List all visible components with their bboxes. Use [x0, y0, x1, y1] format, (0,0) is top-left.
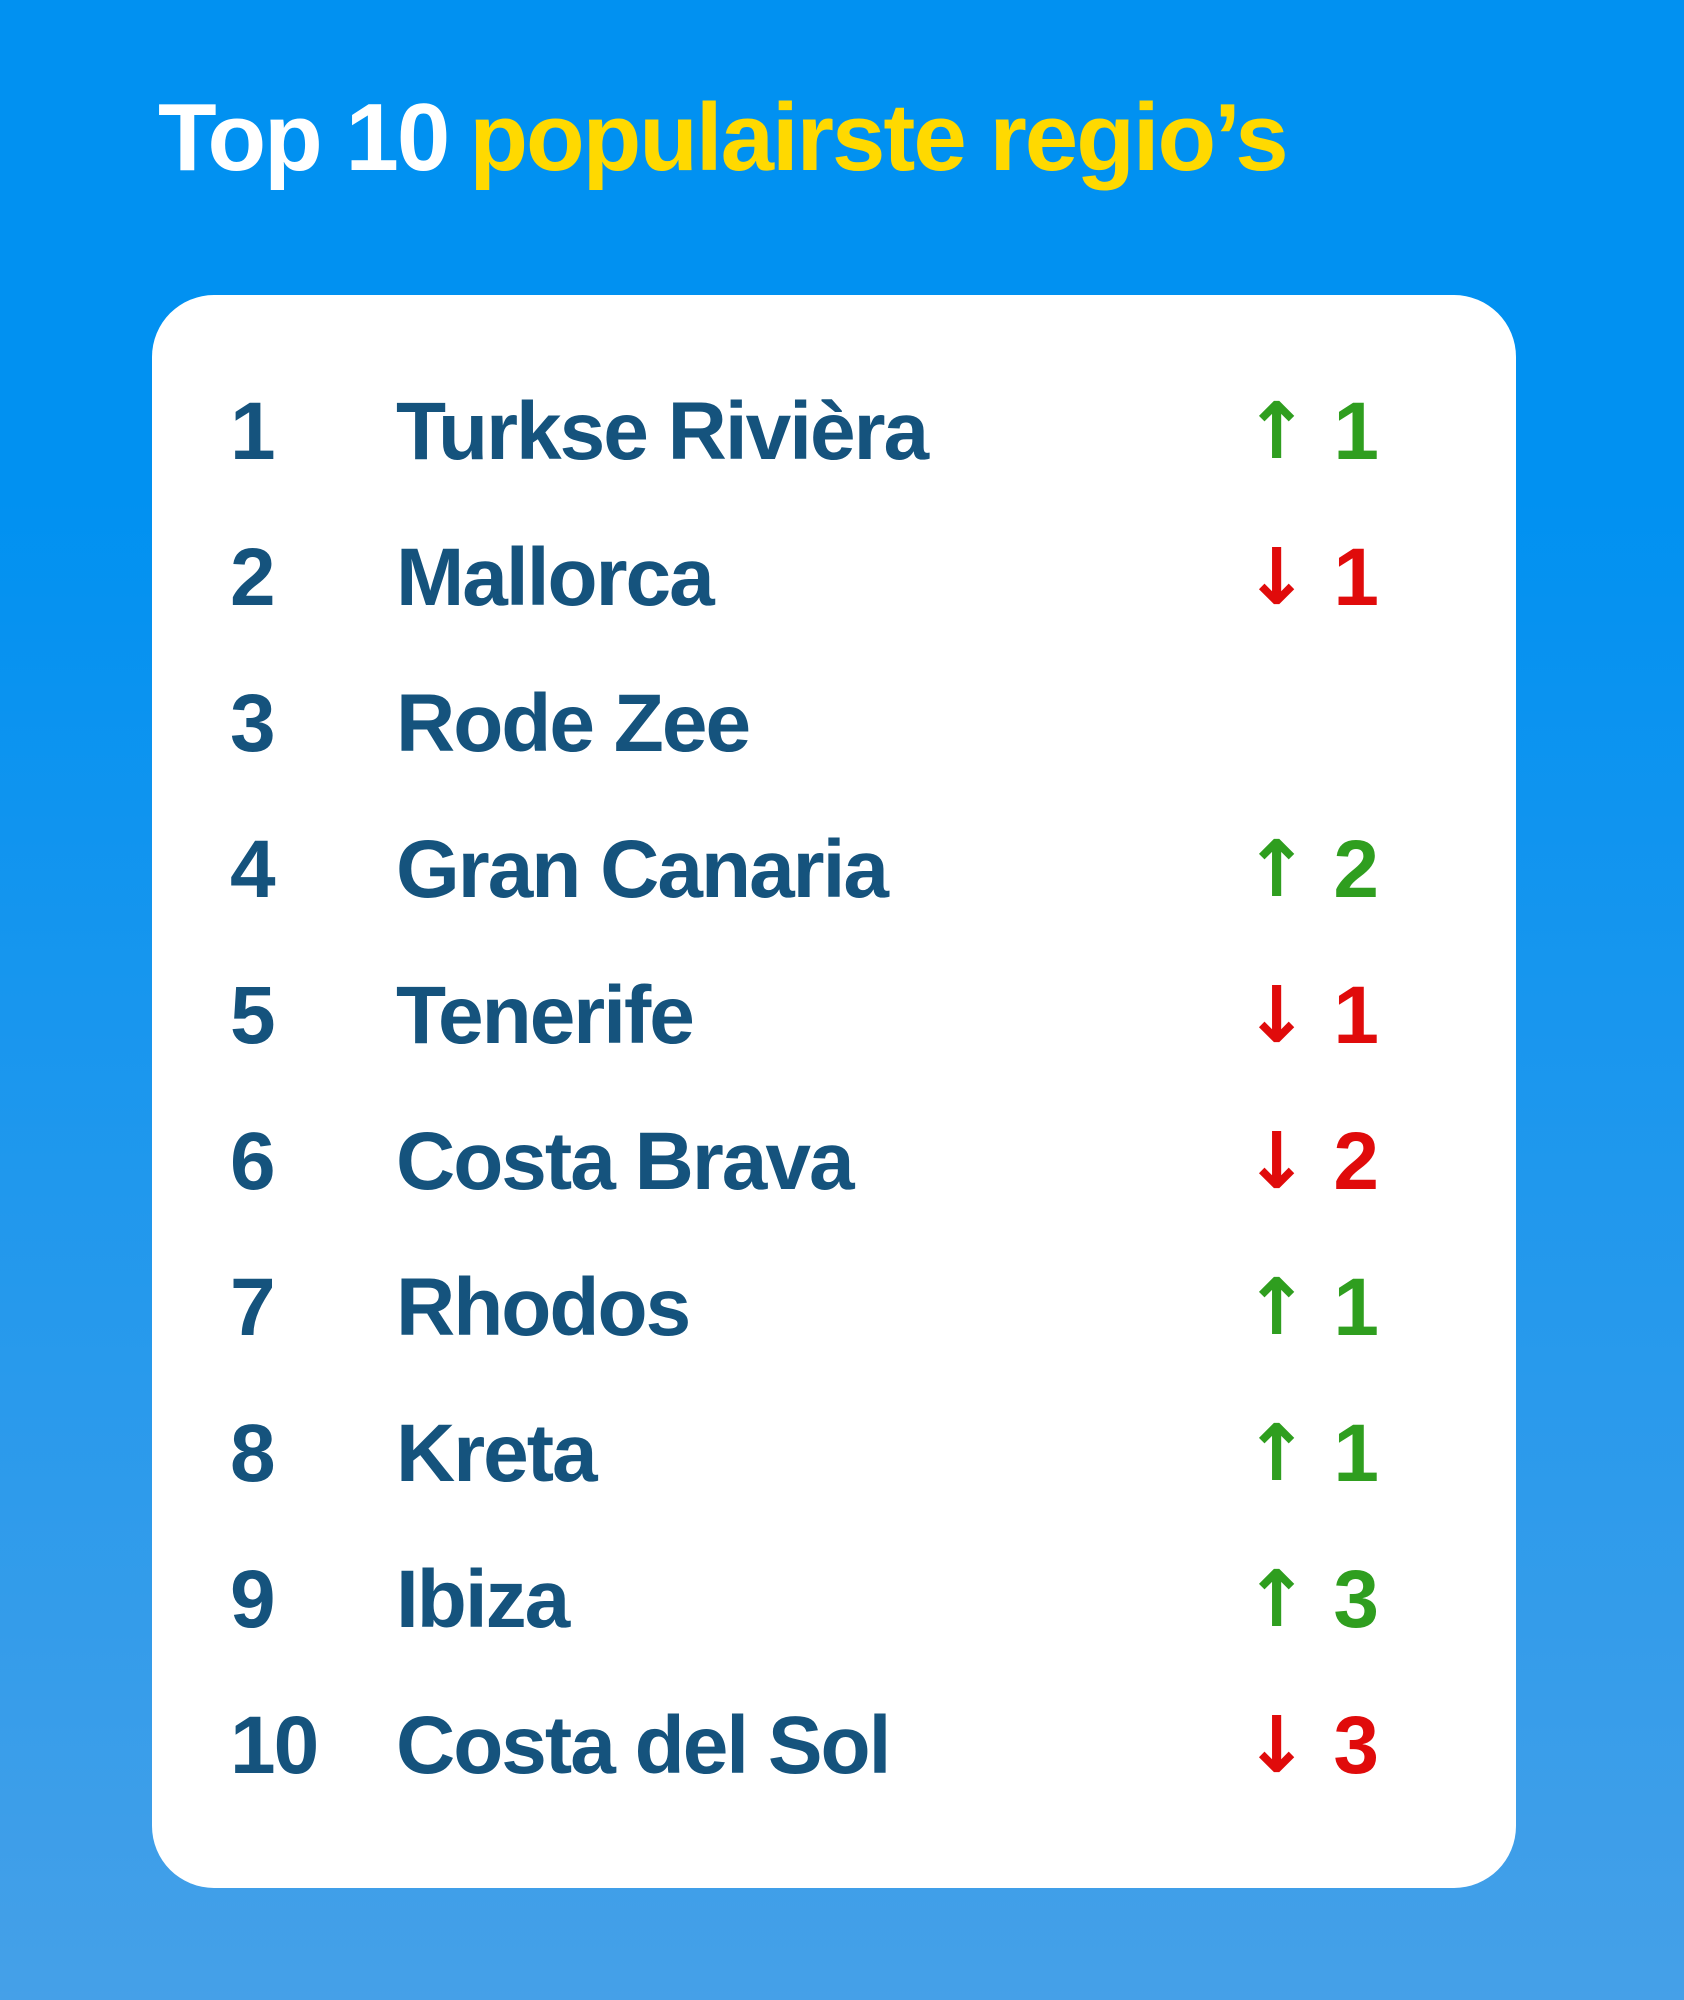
region-name: Tenerife	[396, 970, 695, 1061]
change-indicator: ↓ 1	[1244, 975, 1516, 1057]
region-name: Costa Brava	[396, 1116, 855, 1207]
rank-number: 6	[230, 1116, 276, 1207]
rank-number: 2	[230, 532, 276, 623]
change-indicator: ↑ 1	[1244, 391, 1516, 473]
change-value: 3	[1333, 1554, 1379, 1645]
down-arrow-icon: ↓	[1244, 533, 1309, 623]
change-indicator: ↓ 1	[1244, 537, 1516, 619]
region-name: Rode Zee	[396, 678, 751, 769]
region-name: Mallorca	[396, 532, 715, 623]
title-prefix: Top 10	[158, 84, 450, 191]
ranking-row: 9 Ibiza ↑ 3	[152, 1527, 1516, 1673]
change-value: 1	[1333, 532, 1379, 623]
rank-number: 4	[230, 824, 276, 915]
up-arrow-icon: ↑	[1244, 1263, 1309, 1353]
rank-number: 7	[230, 1262, 276, 1353]
ranking-list: 1 Turkse Rivièra ↑ 1 2 Mallorca ↓ 1 3 Ro…	[152, 295, 1516, 1819]
change-indicator: ↓ 2	[1244, 1121, 1516, 1203]
rank-number: 8	[230, 1408, 276, 1499]
rank-number: 10	[230, 1700, 319, 1791]
change-value: 1	[1333, 386, 1379, 477]
region-name: Ibiza	[396, 1554, 570, 1645]
down-arrow-icon: ↓	[1244, 971, 1309, 1061]
change-value: 1	[1333, 1262, 1379, 1353]
up-arrow-icon: ↑	[1244, 825, 1309, 915]
ranking-card: 1 Turkse Rivièra ↑ 1 2 Mallorca ↓ 1 3 Ro…	[152, 295, 1516, 1888]
change-indicator: ↑ 3	[1244, 1559, 1516, 1641]
ranking-row: 10 Costa del Sol ↓ 3	[152, 1673, 1516, 1819]
title-highlight: populairste regio’s	[469, 84, 1288, 191]
rank-number: 3	[230, 678, 276, 769]
ranking-row: 3 Rode Zee	[152, 651, 1516, 797]
up-arrow-icon: ↑	[1244, 1409, 1309, 1499]
ranking-row: 4 Gran Canaria ↑ 2	[152, 797, 1516, 943]
change-value: 3	[1333, 1700, 1379, 1791]
change-value: 1	[1333, 970, 1379, 1061]
ranking-row: 5 Tenerife ↓ 1	[152, 943, 1516, 1089]
up-arrow-icon: ↑	[1244, 387, 1309, 477]
change-indicator: ↑ 2	[1244, 829, 1516, 911]
region-name: Turkse Rivièra	[396, 386, 929, 477]
rank-number: 1	[230, 386, 276, 477]
down-arrow-icon: ↓	[1244, 1701, 1309, 1791]
region-name: Rhodos	[396, 1262, 691, 1353]
ranking-row: 6 Costa Brava ↓ 2	[152, 1089, 1516, 1235]
change-value: 2	[1333, 824, 1379, 915]
region-name: Kreta	[396, 1408, 598, 1499]
down-arrow-icon: ↓	[1244, 1117, 1309, 1207]
up-arrow-icon: ↑	[1244, 1555, 1309, 1645]
ranking-row: 7 Rhodos ↑ 1	[152, 1235, 1516, 1381]
rank-number: 5	[230, 970, 276, 1061]
ranking-row: 2 Mallorca ↓ 1	[152, 505, 1516, 651]
change-indicator: ↓ 3	[1244, 1705, 1516, 1787]
change-value: 1	[1333, 1408, 1379, 1499]
region-name: Gran Canaria	[396, 824, 889, 915]
change-indicator: ↑ 1	[1244, 1267, 1516, 1349]
rank-number: 9	[230, 1554, 276, 1645]
change-value: 2	[1333, 1116, 1379, 1207]
region-name: Costa del Sol	[396, 1700, 891, 1791]
ranking-row: 1 Turkse Rivièra ↑ 1	[152, 359, 1516, 505]
ranking-row: 8 Kreta ↑ 1	[152, 1381, 1516, 1527]
page-title: Top 10 populairste regio’s	[158, 80, 1289, 195]
change-indicator: ↑ 1	[1244, 1413, 1516, 1495]
